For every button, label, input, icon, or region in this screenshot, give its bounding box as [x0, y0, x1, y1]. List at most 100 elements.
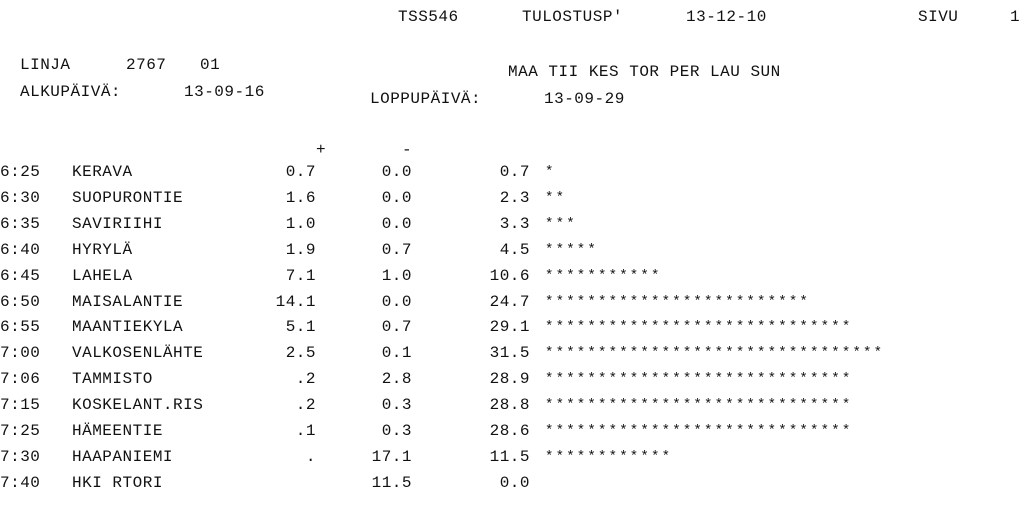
load-value: 28.6 [489, 422, 530, 440]
column-header-minus: - [402, 141, 413, 159]
line-variant: 01 [200, 56, 221, 74]
load-bar: ** [545, 189, 567, 206]
boarding-value: . [305, 447, 316, 466]
stop-name: MAISALANTIE [72, 292, 184, 311]
report-id: TSS546 [398, 8, 459, 26]
stop-time: 6:25 [0, 163, 41, 181]
table-row: 6:45 LAHELA 7.1 1.0 10.6 *********** [0, 267, 1024, 285]
boarding-value: 0.7 [285, 163, 316, 181]
report-date: 13-12-10 [686, 8, 767, 26]
boarding-value: 2.5 [285, 344, 316, 363]
load-bar: ***************************** [545, 397, 853, 414]
stop-name: HÄMEENTIE [72, 422, 163, 440]
load-bar: * [545, 164, 556, 180]
stop-time: 6:30 [0, 188, 41, 207]
table-row: 6:25 KERAVA 0.7 0.0 0.7 * [0, 163, 1024, 181]
load-bar: ******************************** [545, 345, 885, 362]
table-row: 6:55 MAANTIEKYLA 5.1 0.7 29.1 ***************… [0, 318, 1024, 336]
stop-time: 6:40 [0, 240, 41, 259]
load-bar: *** [545, 215, 577, 232]
stop-name: TAMMISTO [72, 370, 153, 389]
table-row: 7:40 HKI RTORI 11.5 0.0 [0, 474, 1024, 492]
table-row: 6:35 SAVIRIIHI 1.0 0.0 3.3 *** [0, 215, 1024, 233]
table-row: 6:30 SUOPURONTIE 1.6 0.0 2.3 ** [0, 189, 1024, 207]
alighting-value: 2.8 [381, 370, 412, 389]
start-date-label: ALKUPÄIVÄ: [20, 83, 122, 101]
alighting-value: 0.0 [381, 163, 412, 181]
load-bar: ***************************** [545, 371, 853, 388]
table-row: 7:25 HÄMEENTIE .1 0.3 28.6 ******************… [0, 422, 1024, 440]
boarding-value: .1 [295, 422, 316, 440]
stop-time: 7:30 [0, 447, 41, 466]
table-row: 7:06 TAMMISTO .2 2.8 28.9 *******************… [0, 370, 1024, 388]
boarding-value: .2 [295, 370, 316, 389]
boarding-value: .2 [295, 396, 316, 415]
stop-name: HYRYLÄ [72, 240, 133, 259]
stop-name: MAANTIEKYLA [72, 318, 184, 337]
stop-time: 7:06 [0, 370, 41, 389]
stop-name: VALKOSENLÄHTE [72, 344, 204, 363]
load-bar: ************ [545, 448, 673, 465]
alighting-value: 0.3 [381, 422, 412, 440]
alighting-value: 0.1 [381, 344, 412, 363]
stop-name: HAAPANIEMI [72, 447, 174, 466]
alighting-value: 0.7 [381, 318, 412, 337]
boarding-value: 14.1 [275, 292, 316, 311]
end-date-label: LOPPUPÄIVÄ: [370, 90, 482, 108]
stop-time: 7:15 [0, 396, 41, 415]
weekday-list: MAA TII KES TOR PER LAU SUN [508, 63, 781, 81]
load-value: 3.3 [499, 214, 530, 233]
column-header-plus: + [316, 141, 327, 159]
boarding-value: 1.6 [285, 188, 316, 207]
boarding-value: 1.9 [285, 240, 316, 259]
stop-time: 6:55 [0, 318, 41, 337]
stop-name: KERAVA [72, 163, 133, 181]
line-number: 2767 [126, 56, 167, 74]
alighting-value: 11.5 [371, 473, 412, 492]
table-row: 7:30 HAAPANIEMI. 17.1 11.5 ************ [0, 448, 1024, 466]
table-row: 7:15 KOSKELANT.RIS .2 0.3 28.8 **************… [0, 396, 1024, 414]
stop-name: SAVIRIIHI [72, 214, 163, 233]
alighting-value: 0.7 [381, 240, 412, 259]
load-value: 28.8 [489, 396, 530, 415]
stop-time: 7:00 [0, 344, 41, 363]
stop-time: 6:50 [0, 292, 41, 311]
load-value: 4.5 [499, 240, 530, 259]
alighting-value: 0.0 [381, 188, 412, 207]
stop-time: 7:25 [0, 422, 41, 440]
stop-time: 6:35 [0, 214, 41, 233]
load-value: 31.5 [489, 344, 530, 363]
load-value: 2.3 [499, 188, 530, 207]
report-name: TULOSTUSP' [522, 8, 624, 26]
load-value: 29.1 [489, 318, 530, 337]
alighting-value: 1.0 [381, 266, 412, 285]
load-value: 0.7 [499, 163, 530, 181]
table-row: 7:00 VALKOSENLÄHTE 2.5 0.1 31.5 *************… [0, 344, 1024, 362]
end-date: 13-09-29 [544, 90, 625, 108]
load-value: 28.9 [489, 370, 530, 389]
alighting-value: 0.3 [381, 396, 412, 415]
load-value: 0.0 [499, 473, 530, 492]
stop-time: 7:40 [0, 473, 41, 492]
start-date: 13-09-16 [184, 83, 265, 101]
boarding-value: 1.0 [285, 214, 316, 233]
load-bar: ***************************** [545, 423, 853, 439]
load-value: 10.6 [489, 266, 530, 285]
load-bar: ***** [545, 241, 599, 258]
alighting-value: 0.0 [381, 214, 412, 233]
alighting-value: 17.1 [371, 447, 412, 466]
load-bar: ***************************** [545, 319, 853, 336]
load-value: 11.5 [489, 447, 530, 466]
boarding-value: 7.1 [285, 266, 316, 285]
stop-name: HKI RTORI [72, 473, 163, 492]
page-number: 1 [1010, 8, 1021, 26]
page-label: SIVU [918, 8, 959, 26]
table-row: 6:40 HYRYLÄ 1.9 0.7 4.5 ***** [0, 241, 1024, 259]
load-value: 24.7 [489, 292, 530, 311]
stop-name: KOSKELANT.RIS [72, 396, 204, 415]
load-bar: *********** [545, 267, 662, 284]
stop-name: SUOPURONTIE [72, 188, 184, 207]
stop-name: LAHELA [72, 266, 133, 285]
alighting-value: 0.0 [381, 292, 412, 311]
